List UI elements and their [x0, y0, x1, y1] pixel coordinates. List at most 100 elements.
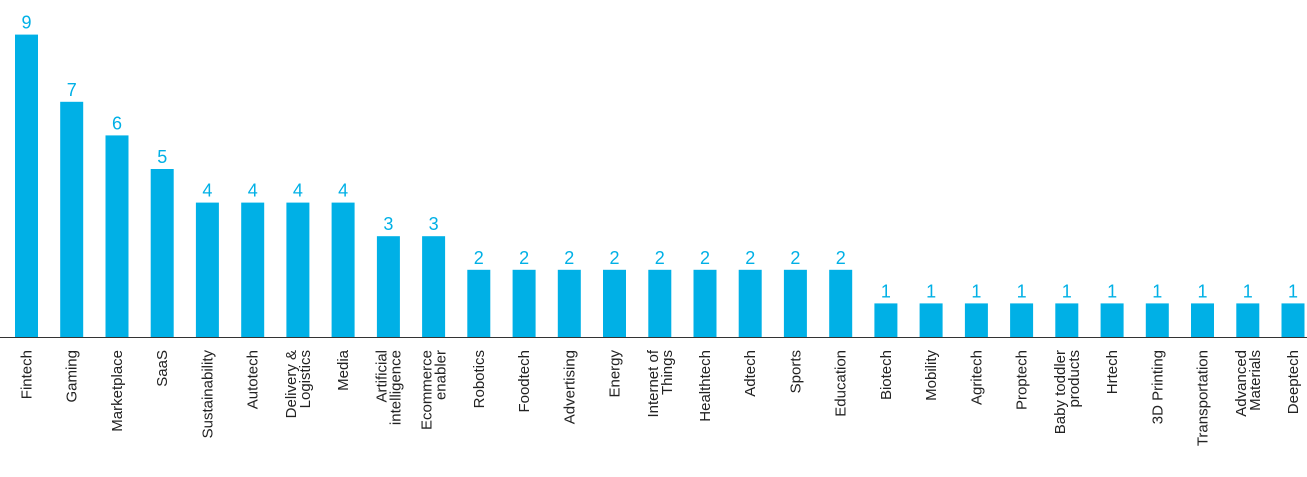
- bar: [738, 269, 762, 337]
- category-label: Delivery &Logistics: [283, 350, 314, 418]
- value-label: 2: [564, 248, 574, 268]
- value-label: 2: [655, 248, 665, 268]
- bar: [422, 236, 446, 337]
- category-label: Autotech: [245, 350, 262, 409]
- bar: [919, 303, 943, 337]
- bar: [1055, 303, 1079, 337]
- bar: [331, 202, 355, 337]
- value-label: 2: [519, 248, 529, 268]
- bar: [1191, 303, 1214, 337]
- category-label-line: Materials: [1247, 350, 1264, 411]
- bar: [603, 269, 626, 337]
- category-label-line: Foodtech: [516, 350, 533, 413]
- bar: [783, 269, 807, 337]
- category-label: Education: [833, 350, 850, 417]
- category-label: Biotech: [878, 350, 895, 400]
- bar: [1281, 303, 1305, 337]
- value-label: 1: [1197, 281, 1207, 301]
- category-label-line: intelligence: [387, 350, 404, 425]
- value-label: 2: [700, 248, 710, 268]
- value-label: 5: [157, 147, 167, 167]
- category-label-line: Things: [659, 350, 676, 395]
- bar: [15, 34, 38, 337]
- value-label: 4: [248, 181, 258, 201]
- bar: [829, 269, 853, 337]
- value-label: 1: [926, 281, 936, 301]
- value-label: 4: [202, 181, 212, 201]
- category-label: Sports: [787, 350, 804, 393]
- category-label: Mobility: [923, 350, 940, 401]
- category-label: Transportation: [1195, 350, 1212, 446]
- category-label: Proptech: [1014, 350, 1031, 410]
- value-label: 2: [790, 248, 800, 268]
- category-label-line: Robotics: [471, 350, 488, 408]
- value-label: 4: [338, 181, 348, 201]
- category-label: 3D Printing: [1149, 350, 1166, 424]
- category-label: Deeptech: [1285, 350, 1302, 414]
- value-label: 2: [745, 248, 755, 268]
- value-label: 4: [293, 181, 303, 201]
- category-label: Sustainability: [199, 350, 216, 439]
- category-label-line: Energy: [607, 350, 624, 398]
- value-label: 3: [383, 214, 393, 234]
- category-label: Advertising: [561, 350, 578, 424]
- bar: [150, 169, 174, 337]
- bar: [964, 303, 988, 337]
- category-label: Ecommerceenabler: [419, 350, 450, 430]
- category-label-line: Ecommerce: [419, 350, 436, 430]
- bar: [693, 269, 717, 337]
- category-label: Gaming: [64, 350, 81, 403]
- value-label: 2: [474, 248, 484, 268]
- category-label-line: Adtech: [742, 350, 759, 397]
- value-labels-group: 9 7 6 5 4 4 4 4 3 3 2 2 2 2 2 2 2 2 2 1 1 1 1 1 1 1 1 1 1: [21, 13, 1298, 302]
- category-label: Baby toddlerproducts: [1052, 350, 1083, 434]
- category-label: Artificialintelligence: [373, 350, 404, 425]
- category-label-line: Advertising: [561, 350, 578, 424]
- category-label-line: Biotech: [878, 350, 895, 400]
- category-label-line: Mobility: [923, 350, 940, 401]
- value-label: 7: [67, 80, 77, 100]
- bar: [1010, 303, 1034, 337]
- bar: [376, 236, 400, 337]
- value-label: 1: [971, 281, 981, 301]
- category-label-line: Transportation: [1195, 350, 1212, 446]
- value-label: 6: [112, 113, 122, 133]
- category-label-line: enabler: [433, 350, 450, 400]
- category-label-line: Deeptech: [1285, 350, 1302, 414]
- category-label: Adtech: [742, 350, 759, 397]
- category-label-line: Gaming: [64, 350, 81, 403]
- bar: [241, 202, 265, 337]
- bar: [648, 269, 672, 337]
- category-label-line: Hrtech: [1104, 350, 1121, 394]
- value-label: 1: [1062, 281, 1072, 301]
- category-label: Internet ofThings: [645, 349, 676, 417]
- value-label: 1: [1243, 281, 1253, 301]
- bar: [286, 202, 310, 337]
- value-label: 1: [1017, 281, 1027, 301]
- value-label: 1: [1288, 281, 1298, 301]
- value-label: 2: [609, 248, 619, 268]
- bar: [467, 269, 491, 337]
- bar: [1236, 303, 1260, 337]
- category-label: Energy: [607, 350, 624, 398]
- value-label: 1: [881, 281, 891, 301]
- category-label-line: Artificial: [373, 350, 390, 403]
- category-label-line: Marketplace: [109, 350, 126, 432]
- category-label: Hrtech: [1104, 350, 1121, 394]
- category-label: Marketplace: [109, 350, 126, 432]
- category-label-line: Fintech: [19, 350, 36, 399]
- category-label-line: Agritech: [968, 350, 985, 405]
- value-label: 9: [21, 13, 31, 33]
- bar: [1100, 303, 1124, 337]
- category-label: Healthtech: [697, 350, 714, 422]
- category-label-line: Internet of: [645, 349, 662, 417]
- bar: [1145, 303, 1169, 337]
- category-label-line: Sustainability: [199, 350, 216, 439]
- category-label-line: Healthtech: [697, 350, 714, 422]
- category-label-line: Media: [335, 349, 352, 391]
- category-label: SaaS: [154, 350, 171, 387]
- value-label: 2: [836, 248, 846, 268]
- category-label-line: SaaS: [154, 350, 171, 387]
